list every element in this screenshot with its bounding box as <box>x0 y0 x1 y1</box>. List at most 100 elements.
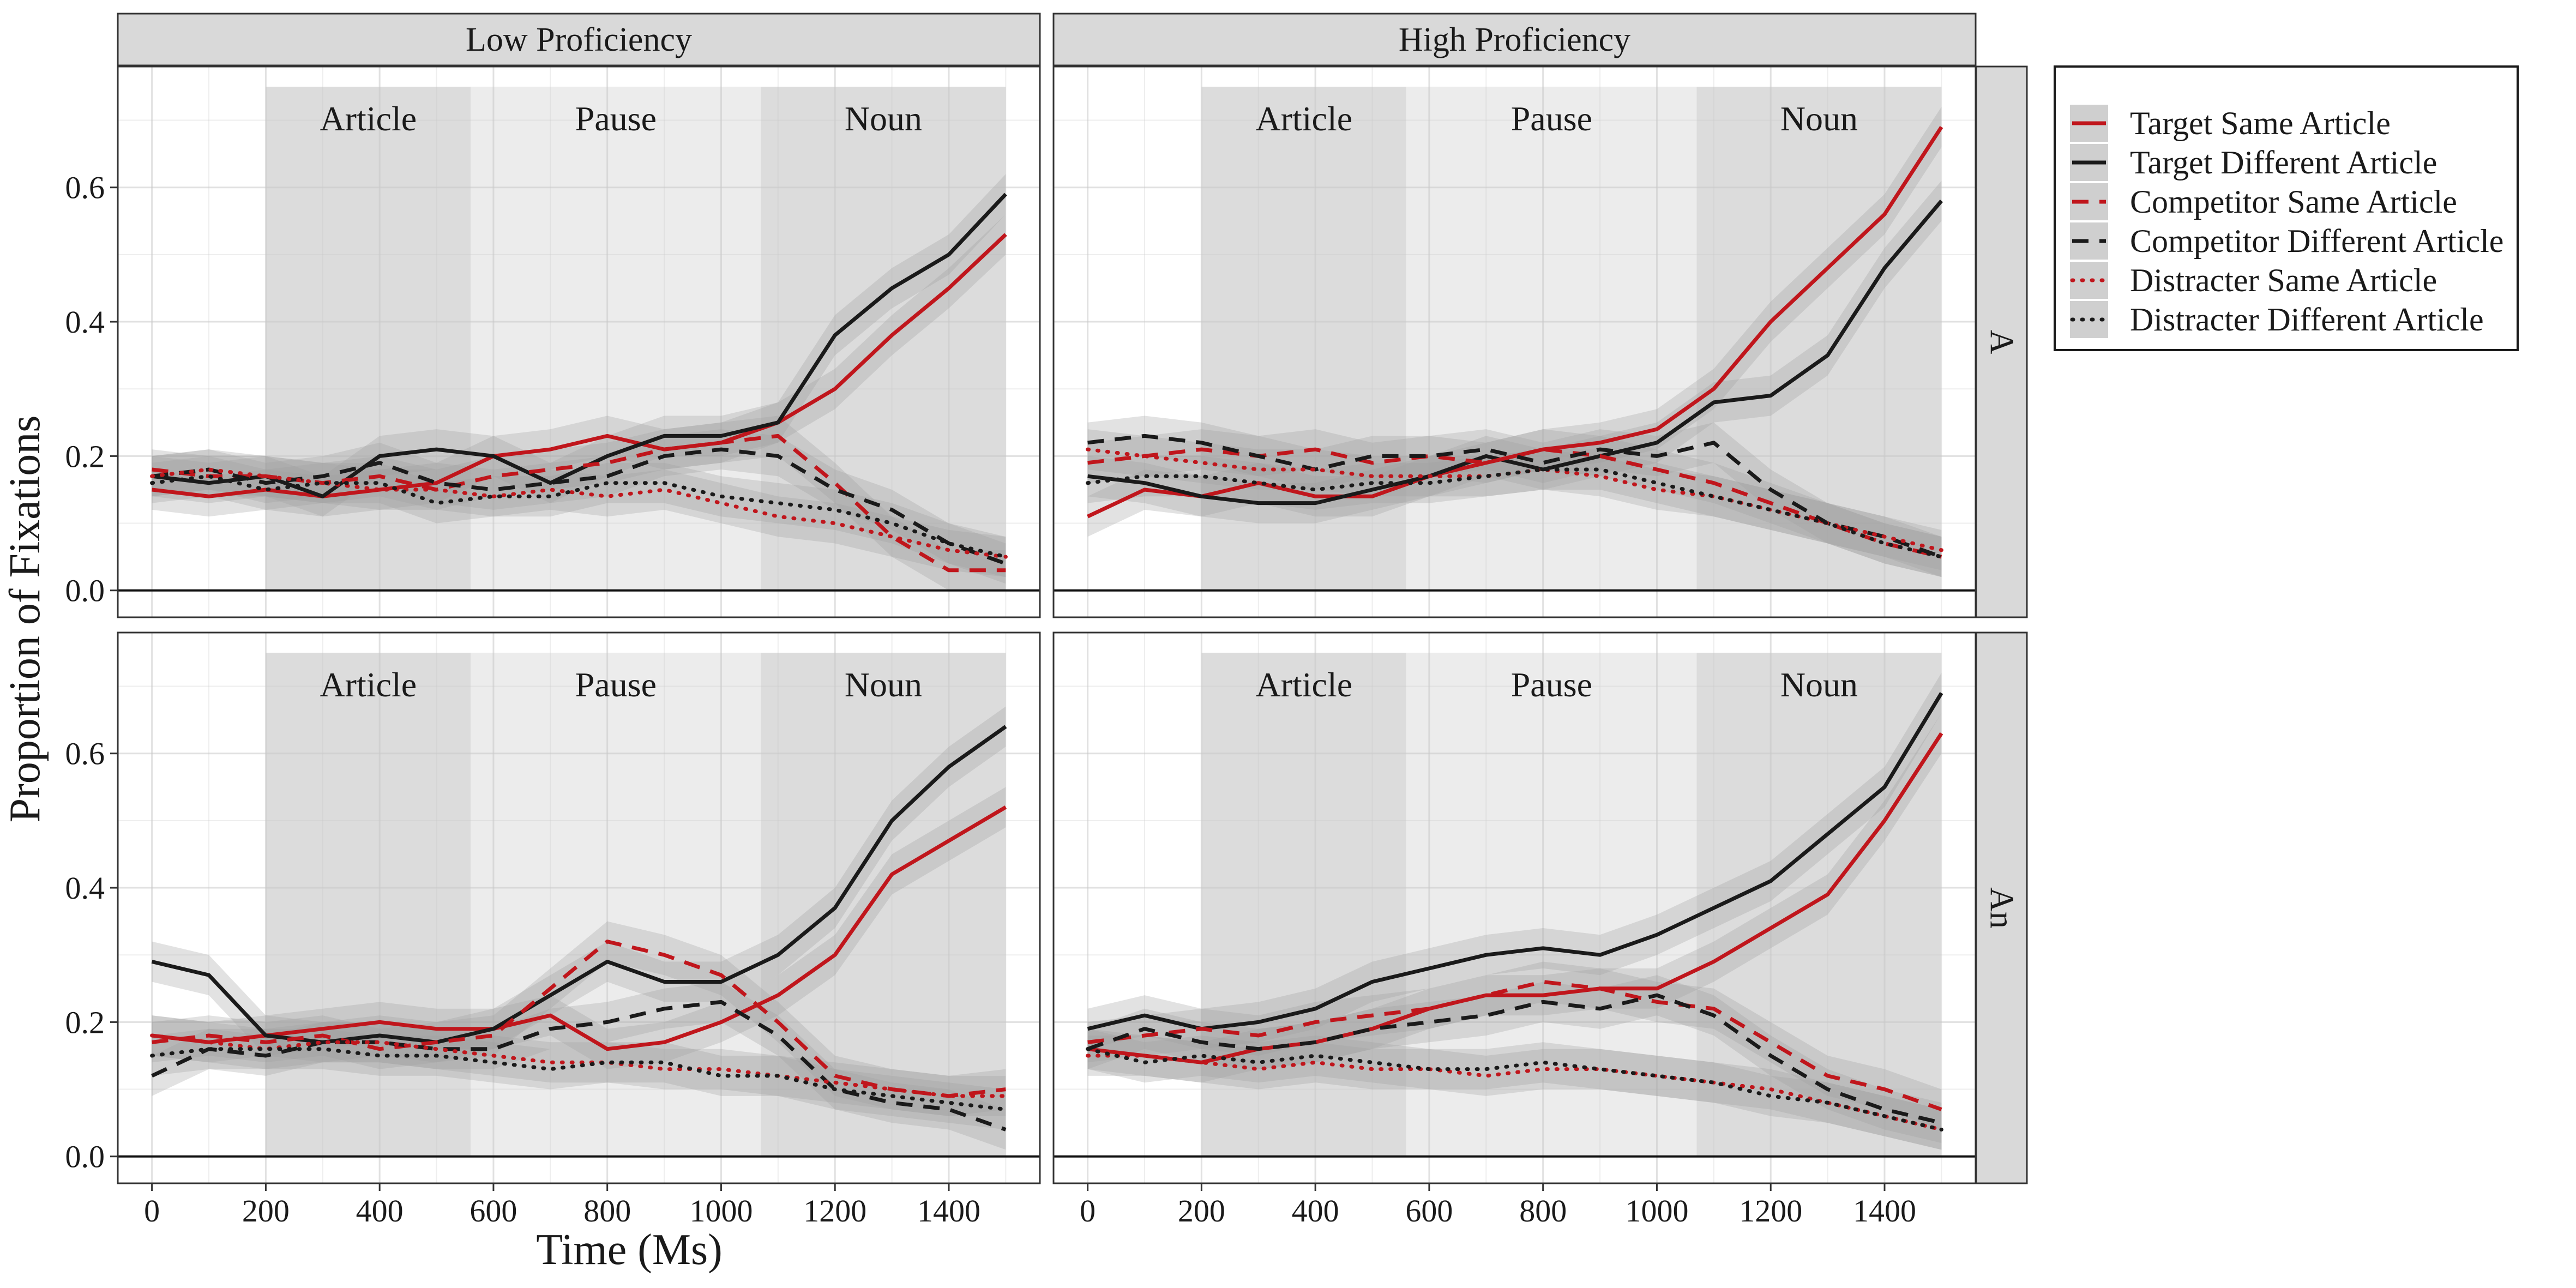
strip-label: High Proficiency <box>1399 21 1630 58</box>
legend-item-distracter-same-article: Distracter Same Article <box>2070 262 2437 299</box>
gridlines <box>118 67 1040 617</box>
x-tick-label: 800 <box>1519 1193 1567 1229</box>
region-pause <box>471 86 761 591</box>
series-line-target-different-article <box>1087 200 1943 505</box>
series-line-competitor-same-article <box>152 940 1006 1098</box>
series-line-target-different-article <box>1087 692 1943 1031</box>
series-line-competitor-same-article <box>1087 447 1942 559</box>
region-label-article: Article <box>320 99 417 138</box>
ribbon-target-same-article <box>1087 713 1942 1083</box>
chart-panels: Low Proficiency High Proficiency A An Articl… <box>65 13 2028 1229</box>
y-tick-label: 0.2 <box>65 438 105 474</box>
legend-label: Distracter Different Article <box>2130 302 2484 338</box>
region-label-article: Article <box>1255 665 1352 704</box>
legend-box <box>2054 65 2519 351</box>
y-tick-label: 0.6 <box>65 736 105 772</box>
x-tick-label: 0 <box>144 1193 160 1229</box>
series-line-competitor-different-article <box>151 1000 1007 1131</box>
legend-item-target-different-article: Target Different Article <box>2070 144 2437 181</box>
region-noun <box>1696 86 1942 591</box>
strip-row-a: A <box>1975 65 2028 618</box>
y-tick-label: 0.4 <box>65 304 105 340</box>
strip-background <box>1052 13 1977 67</box>
legend-item-competitor-different-article: Competitor Different Article <box>2070 222 2503 260</box>
ribbon-competitor-same-article <box>152 416 1006 591</box>
strip-low-proficiency: Low Proficiency <box>117 13 1041 67</box>
region-pause <box>471 652 761 1157</box>
ribbon-target-different-article <box>1087 672 1942 1049</box>
x-tick-label: 1000 <box>689 1193 753 1229</box>
y-tick-label: 0.6 <box>65 170 105 206</box>
series-line-target-same-article <box>152 805 1007 1051</box>
series-line-distracter-different-article <box>1086 467 1943 559</box>
region-article <box>266 652 471 1157</box>
legend-label: Target Different Article <box>2130 145 2437 180</box>
series-line-target-same-article <box>1087 732 1943 1064</box>
region-noun <box>761 652 1006 1157</box>
region-label-noun: Noun <box>1780 99 1858 138</box>
panel-border <box>1052 631 1977 1184</box>
region-article <box>1201 86 1407 591</box>
ribbon-competitor-same-article <box>152 921 1006 1116</box>
series-line-competitor-different-article <box>1087 434 1942 559</box>
region-label-article: Article <box>320 665 417 704</box>
x-tick-label: 400 <box>356 1193 404 1229</box>
series-line-distracter-different-article <box>150 474 1008 559</box>
strip-row-an: An <box>1975 631 2028 1184</box>
legend-label: Distracter Same Article <box>2130 262 2437 298</box>
region-article <box>266 86 471 591</box>
ribbon-distracter-different-article <box>1087 449 1942 577</box>
legend-label: Competitor Same Article <box>2130 184 2457 220</box>
x-tick-label: 800 <box>583 1193 631 1229</box>
x-tick-label: 1200 <box>1739 1193 1802 1229</box>
region-label-noun: Noun <box>845 99 922 138</box>
region-label-pause: Pause <box>1511 665 1592 704</box>
series-line-target-same-article <box>152 233 1007 498</box>
series-line-distracter-same-article <box>1086 1054 1943 1131</box>
region-label-pause: Pause <box>1511 99 1592 138</box>
gridlines <box>118 633 1040 1183</box>
ribbon-competitor-different-article <box>1087 975 1942 1143</box>
strip-background <box>117 13 1041 67</box>
gridlines <box>1054 633 1976 1183</box>
series-line-competitor-different-article <box>1087 993 1942 1125</box>
ribbon-competitor-same-article <box>1087 429 1942 577</box>
panel-border <box>117 65 1041 618</box>
region-pause <box>1406 86 1697 591</box>
x-tick-label: 200 <box>242 1193 290 1229</box>
x-tick-label: 200 <box>1178 1193 1225 1229</box>
x-tick-label: 1000 <box>1625 1193 1688 1229</box>
series-line-distracter-same-article <box>150 1033 1008 1098</box>
x-tick-label: 1400 <box>917 1193 980 1229</box>
panel-border <box>1052 65 1977 618</box>
series-line-distracter-same-article <box>150 467 1008 559</box>
strip-label: An <box>1983 887 2020 929</box>
x-tick-label: 1400 <box>1853 1193 1916 1229</box>
region-label-noun: Noun <box>1780 665 1858 704</box>
x-tick-label: 600 <box>1405 1193 1453 1229</box>
y-tick-label: 0.0 <box>65 1139 105 1175</box>
legend-label: Target Same Article <box>2130 105 2391 141</box>
ribbon-target-different-article <box>152 706 1006 1063</box>
x-tick-label: 0 <box>1080 1193 1096 1229</box>
strip-background <box>1975 631 2028 1184</box>
x-axis-title: Time (Ms) <box>536 1226 723 1274</box>
region-noun <box>1696 652 1942 1157</box>
x-tick-label: 600 <box>470 1193 517 1229</box>
ribbon-target-same-article <box>152 787 1006 1069</box>
x-tick-label: 400 <box>1292 1193 1339 1229</box>
region-pause <box>1406 652 1697 1157</box>
region-label-pause: Pause <box>575 99 657 138</box>
legend: Target Same Article Target Different Arti… <box>2054 65 2519 351</box>
y-tick-label: 0.4 <box>65 870 105 906</box>
panel-high-proficiency-a: Article Pause Noun <box>1052 65 1977 618</box>
region-article <box>1201 652 1407 1157</box>
y-tick-label: 0.2 <box>65 1004 105 1040</box>
strip-label: A <box>1983 330 2020 354</box>
ribbon-competitor-same-article <box>1087 961 1942 1130</box>
y-axis-title: Proportion of Fixations <box>1 416 49 823</box>
series-line-distracter-different-article <box>150 1047 1008 1111</box>
legend-label: Competitor Different Article <box>2130 223 2503 259</box>
series-line-competitor-same-article <box>1087 980 1942 1111</box>
